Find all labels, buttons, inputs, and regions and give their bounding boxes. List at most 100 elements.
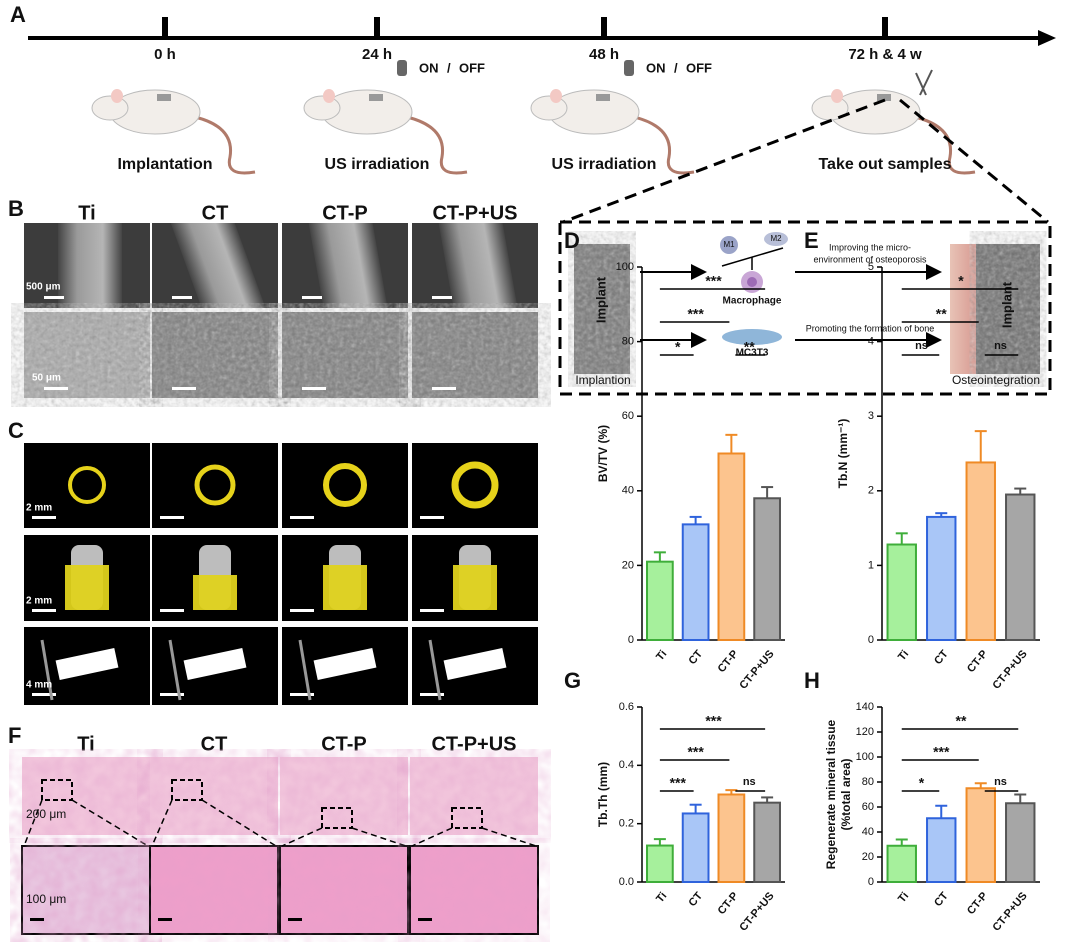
micro-ct-panel: 2 mm 2 mm 4 mm <box>24 443 538 705</box>
sem-wire <box>438 223 518 308</box>
zoom-line <box>71 799 149 847</box>
panel-letter: A <box>10 2 26 27</box>
significance-label: *** <box>705 713 722 729</box>
switch-label: OFF <box>686 60 712 75</box>
sem-panel: Ti CT CT-P CT-P+US 500 μm 50 μm <box>24 202 538 398</box>
zoom-box <box>171 779 203 801</box>
scale-bar <box>288 918 302 921</box>
m1-cell <box>720 236 738 254</box>
probe <box>397 60 407 76</box>
scale-bar <box>44 387 68 390</box>
bar <box>681 812 710 883</box>
bar <box>646 844 674 884</box>
bone-image <box>950 244 976 374</box>
timeline-tick <box>601 17 607 37</box>
y-axis-label: BV/TV (%) <box>596 425 610 482</box>
x-tick-label: CT-P+US <box>737 890 776 934</box>
significance-label: ns <box>994 340 1007 352</box>
ct-image <box>24 443 150 528</box>
y-tick-label: 0 <box>868 634 874 646</box>
ct-section-bone <box>428 639 442 701</box>
histo-texture <box>150 757 278 835</box>
y-tick-label: 140 <box>856 701 874 713</box>
zoom-line <box>151 799 173 847</box>
zoom-line <box>281 827 323 847</box>
bar <box>717 793 746 883</box>
zoom-line <box>201 799 277 847</box>
scale-bar <box>290 516 314 519</box>
implant-mark <box>596 94 610 101</box>
x-tick-label: CT-P <box>716 648 741 675</box>
rat-tail <box>406 115 468 175</box>
scale-bar <box>420 609 444 612</box>
scale-bar <box>30 918 44 921</box>
y-axis-label: Tb.N (mm⁻¹) <box>836 419 850 489</box>
y-axis-label: (%total area) <box>839 758 853 830</box>
scale-bar <box>432 296 452 299</box>
x-tick-label: CT-P <box>716 890 741 917</box>
column-header: CT-P+US <box>431 733 516 755</box>
scale-bar <box>160 609 184 612</box>
time-label: 24 h <box>362 46 392 63</box>
zoom-box <box>451 807 483 829</box>
scale-bar <box>290 609 314 612</box>
switch-label: ON <box>646 60 666 75</box>
y-tick-label: 20 <box>622 559 634 571</box>
rat-head <box>303 95 341 121</box>
scale-bar <box>418 918 432 921</box>
rat-ear <box>550 89 562 103</box>
bar <box>1005 802 1036 883</box>
y-tick-label: 0 <box>868 876 874 888</box>
implant-label: Implant <box>999 281 1014 328</box>
y-tick-label: 0.6 <box>619 701 634 713</box>
significance-label: ** <box>744 339 755 355</box>
panel-letter: E <box>804 228 819 253</box>
scale-label: 500 μm <box>26 282 61 293</box>
significance-label: ** <box>956 713 967 729</box>
scale-bar <box>420 516 444 519</box>
histo-texture <box>280 757 408 835</box>
significance-label: *** <box>705 273 722 289</box>
x-tick-label: CT <box>932 648 951 667</box>
rat-head <box>530 95 568 121</box>
mechanism-box <box>558 220 1052 396</box>
bar <box>753 801 781 884</box>
ct-image <box>282 443 408 528</box>
bar <box>886 844 917 883</box>
y-tick-label: 1 <box>868 559 874 571</box>
significance-label: *** <box>933 744 950 760</box>
bar <box>753 497 781 642</box>
scale-bar <box>32 516 56 519</box>
bar <box>965 461 996 641</box>
bar <box>717 452 746 641</box>
event-label: US irradiation <box>325 156 430 173</box>
time-label: 0 h <box>154 46 176 63</box>
scale-bar <box>160 516 184 519</box>
switch-label: ON <box>419 60 439 75</box>
x-tick-label: Ti <box>896 648 911 663</box>
column-header: CT-P <box>321 733 367 755</box>
osteoblast-cell <box>722 329 782 345</box>
rat-tail <box>194 115 256 175</box>
column-header: CT-P+US <box>432 202 517 224</box>
sem-texture <box>282 312 408 398</box>
y-tick-label: 2 <box>868 485 874 497</box>
osteoblast-label: MC3T3 <box>736 348 769 359</box>
event-label: US irradiation <box>552 156 657 173</box>
y-tick-label: 80 <box>622 336 634 348</box>
x-tick-label: CT-P+US <box>737 648 776 692</box>
sem-wire <box>170 223 266 308</box>
ct-bone <box>323 565 367 610</box>
scale-bar <box>172 387 196 390</box>
x-tick-label: CT-P+US <box>991 648 1030 692</box>
ct-section-implant <box>183 647 247 681</box>
switch-label: / <box>674 60 678 75</box>
column-header: CT <box>201 733 228 755</box>
time-label: 48 h <box>589 46 619 63</box>
zoom-line <box>899 98 1049 224</box>
zoom-line <box>23 799 43 847</box>
scale-bar <box>302 296 322 299</box>
switch-label: OFF <box>459 60 485 75</box>
bar <box>926 515 957 641</box>
